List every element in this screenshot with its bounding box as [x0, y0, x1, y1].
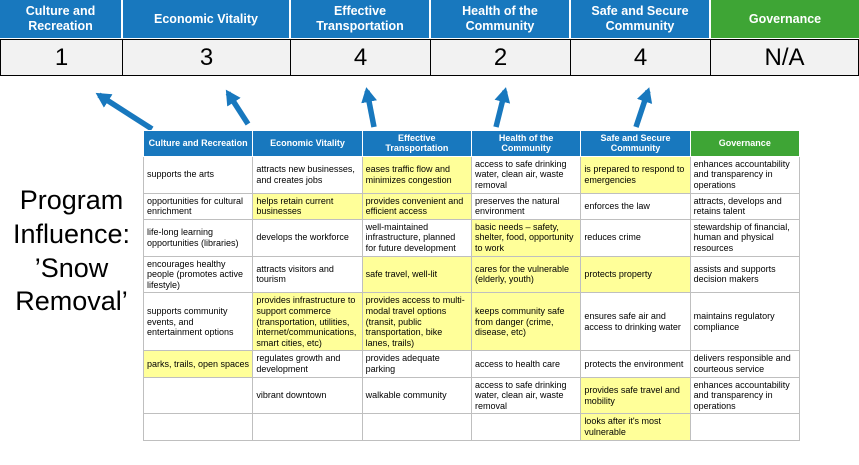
summary-header-economic-vitality: Economic Vitality: [121, 0, 289, 38]
matrix-column-header: Safe and Secure Community: [580, 130, 691, 157]
page-title: Program Influence: ’Snow Removal’: [0, 184, 143, 319]
page-title-line: Removal’: [15, 286, 128, 317]
score-culture-recreation: 1: [54, 43, 69, 71]
matrix-cell: delivers responsible and courteous servi…: [689, 350, 801, 378]
matrix-cell: preserves the natural environment: [470, 192, 582, 220]
matrix-cell: enhances accountability and transparency…: [689, 376, 801, 415]
matrix-cell: well-maintained infrastructure, planned …: [361, 218, 472, 257]
matrix-cell: [252, 413, 363, 441]
up-arrow-icon: [493, 87, 511, 128]
score-effective-transportation: 4: [290, 40, 430, 75]
matrix-cell: enforces the law: [580, 192, 691, 220]
matrix-column-header: Culture and Recreation: [142, 130, 254, 157]
matrix-cell: encourages healthy people (promotes acti…: [142, 255, 254, 294]
matrix-cell-highlighted: looks after it's most vulnerable: [580, 413, 691, 441]
matrix-cell: regulates growth and development: [252, 350, 363, 378]
matrix-cell: vibrant downtown: [252, 376, 363, 415]
summary-header-culture-recreation: Culture and Recreation: [0, 0, 121, 38]
matrix-row: supports the arts attracts new businesses…: [142, 155, 801, 194]
matrix-cell: [470, 413, 582, 441]
matrix-cell: attracts visitors and tourism: [252, 255, 363, 294]
matrix-cell: maintains regulatory compliance: [689, 292, 801, 352]
matrix-column-header: Health of the Community: [470, 130, 582, 157]
matrix-cell: life-long learning opportunities (librar…: [142, 218, 254, 257]
page-title-line: Program: [19, 185, 124, 215]
summary-header-safe-secure-community: Safe and Secure Community: [569, 0, 709, 38]
up-arrow-icon: [633, 87, 653, 128]
matrix-cell-highlighted: provides convenient and efficient access: [361, 192, 472, 220]
score-governance: N/A: [710, 40, 858, 75]
matrix-row: parks, trails, open spaces regulates grow…: [142, 350, 801, 378]
summary-header-row: Culture and Recreation Economic Vitality…: [0, 0, 859, 38]
matrix-cell-highlighted: cares for the vulnerable (elderly, youth…: [470, 255, 582, 294]
matrix-cell: access to health care: [470, 350, 582, 378]
matrix-row: vibrant downtown walkable community access…: [142, 376, 801, 415]
matrix-cell: [689, 413, 801, 441]
matrix-cell-highlighted: parks, trails, open spaces: [142, 350, 254, 378]
matrix-cell-highlighted: keeps community safe from danger (crime,…: [470, 292, 582, 352]
matrix-cell: enhances accountability and transparency…: [689, 155, 801, 194]
summary-header-governance: Governance: [709, 0, 859, 38]
matrix-cell: reduces crime: [580, 218, 691, 257]
matrix-cell-highlighted: safe travel, well-lit: [361, 255, 472, 294]
matrix-cell: ensures safe air and access to drinking …: [580, 292, 691, 352]
matrix-cell: opportunities for cultural enrichment: [142, 192, 254, 220]
up-arrow-icon: [361, 87, 377, 128]
score-health-community: 2: [430, 40, 570, 75]
matrix-cell: protects the environment: [580, 350, 691, 378]
matrix-cell: [142, 376, 254, 415]
matrix-cell: attracts, develops and retains talent: [689, 192, 801, 220]
matrix-cell: walkable community: [361, 376, 472, 415]
matrix-row: encourages healthy people (promotes acti…: [142, 255, 801, 294]
matrix-row: supports community events, and entertain…: [142, 292, 801, 352]
matrix-cell: supports the arts: [142, 155, 254, 194]
summary-score-row: 1 3 4 2 4 N/A: [0, 39, 859, 76]
summary-header-health-community: Health of the Community: [429, 0, 569, 38]
matrix-column-header: Effective Transportation: [361, 130, 472, 157]
influence-matrix: Culture and Recreation Economic Vitality E…: [142, 130, 801, 441]
page-title-line: ’Snow: [34, 252, 109, 283]
matrix-cell: supports community events, and entertain…: [142, 292, 254, 352]
matrix-cell: stewardship of financial, human and phys…: [689, 218, 801, 257]
matrix-cell: [142, 413, 254, 441]
up-arrow-icon: [95, 92, 154, 132]
score-safe-secure-community: 4: [570, 40, 710, 75]
matrix-cell-highlighted: is prepared to respond to emergencies: [580, 155, 691, 194]
matrix-cell-highlighted: helps retain current businesses: [252, 192, 363, 220]
matrix-row: life-long learning opportunities (librar…: [142, 218, 801, 257]
up-arrow-icon: [225, 89, 251, 126]
matrix-cell: assists and supports decision makers: [689, 255, 801, 294]
matrix-row: opportunities for cultural enrichment hel…: [142, 192, 801, 220]
matrix-cell: provides adequate parking: [361, 350, 472, 378]
matrix-cell: develops the workforce: [252, 218, 363, 257]
matrix-header-row: Culture and Recreation Economic Vitality E…: [142, 130, 801, 157]
matrix-cell-highlighted: provides safe travel and mobility: [580, 376, 691, 415]
matrix-cell: [361, 413, 472, 441]
matrix-cell: access to safe drinking water, clean air…: [470, 376, 582, 415]
matrix-cell-highlighted: basic needs – safety, shelter, food, opp…: [470, 218, 582, 257]
page-title-line: Influence:: [12, 218, 131, 249]
matrix-row: looks after it's most vulnerable: [142, 413, 801, 441]
matrix-cell-highlighted: eases traffic flow and minimizes congest…: [361, 155, 472, 194]
matrix-column-header: Governance: [689, 130, 801, 157]
matrix-cell-highlighted: provides infrastructure to support comme…: [252, 292, 363, 352]
matrix-cell: access to safe drinking water, clean air…: [470, 155, 582, 194]
matrix-cell-highlighted: provides access to multi-modal travel op…: [361, 292, 472, 352]
matrix-column-header: Economic Vitality: [252, 130, 363, 157]
influence-matrix-table: Culture and Recreation Economic Vitality E…: [142, 130, 801, 441]
summary-header-effective-transportation: Effective Transportation: [289, 0, 429, 38]
matrix-cell: attracts new businesses, and creates job…: [252, 155, 363, 194]
matrix-cell-highlighted: protects property: [580, 255, 691, 294]
score-economic-vitality: 3: [122, 40, 290, 75]
